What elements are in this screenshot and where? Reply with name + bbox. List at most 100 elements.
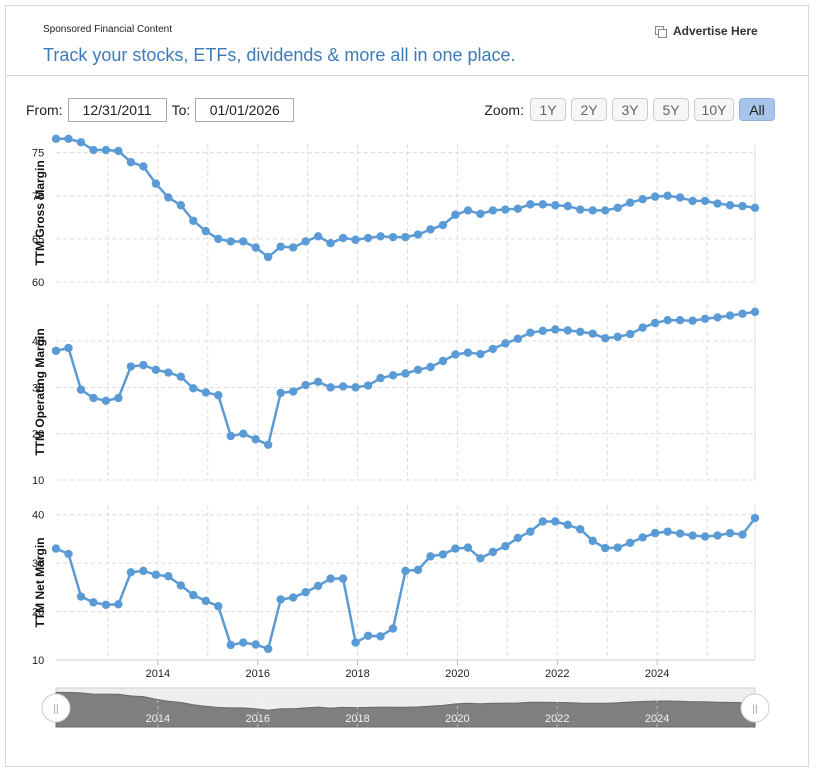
data-point xyxy=(725,201,735,210)
data-point xyxy=(426,552,435,561)
y-tick-label: 70 xyxy=(32,191,44,203)
data-point xyxy=(338,574,348,583)
navigator-right-handle[interactable]: || xyxy=(740,693,770,723)
data-point xyxy=(401,566,410,576)
navigator-left-handle[interactable]: || xyxy=(41,693,71,723)
from-date-input[interactable]: 12/31/2011 xyxy=(67,98,167,122)
data-point xyxy=(239,638,248,647)
data-point xyxy=(601,334,610,343)
data-point xyxy=(713,199,722,208)
data-point xyxy=(176,372,186,381)
data-point xyxy=(401,369,410,378)
data-point xyxy=(738,530,747,539)
data-point xyxy=(688,196,697,206)
data-point xyxy=(650,192,660,201)
zoom-2y-button[interactable]: 2Y xyxy=(571,98,607,121)
data-point xyxy=(388,624,398,633)
sponsored-label: Sponsored Financial Content xyxy=(43,24,172,35)
sponsored-banner[interactable]: Sponsored Financial Content Advertise He… xyxy=(5,5,809,76)
zoom-1y-button[interactable]: 1Y xyxy=(530,98,566,121)
data-point xyxy=(89,145,98,155)
data-point xyxy=(426,225,435,234)
x-tick-label: 2024 xyxy=(645,668,669,680)
zoom-3y-button[interactable]: 3Y xyxy=(612,98,648,121)
zoom-10y-button[interactable]: 10Y xyxy=(694,98,734,121)
data-point xyxy=(301,587,310,597)
data-point xyxy=(164,193,173,202)
handle-knob xyxy=(41,693,71,723)
y-axis-label: TTM Gross Margin xyxy=(33,160,47,265)
data-point xyxy=(588,329,597,338)
advertise-link[interactable]: Advertise Here xyxy=(655,24,758,38)
data-point xyxy=(388,371,398,380)
zoom-label: Zoom: xyxy=(484,101,524,118)
data-point xyxy=(226,640,235,650)
data-point xyxy=(613,332,622,342)
to-label: To: xyxy=(171,102,191,118)
data-point xyxy=(700,196,710,206)
data-point xyxy=(725,528,735,538)
data-point xyxy=(613,543,622,552)
data-point xyxy=(738,309,747,318)
data-point xyxy=(276,388,285,398)
data-point xyxy=(263,252,273,262)
data-point xyxy=(176,581,186,590)
data-point xyxy=(164,572,173,581)
zoom-all-button[interactable]: All xyxy=(739,98,775,121)
widget-frame xyxy=(5,5,809,767)
advertise-label[interactable]: Advertise Here xyxy=(673,24,758,38)
data-point xyxy=(488,206,498,215)
data-point xyxy=(126,568,136,577)
data-point xyxy=(538,326,548,336)
data-point xyxy=(551,201,560,210)
y-tick-label: 75 xyxy=(32,148,44,160)
data-point xyxy=(438,220,448,230)
data-point xyxy=(101,600,111,609)
data-point xyxy=(189,384,198,393)
data-point xyxy=(551,325,560,334)
data-point xyxy=(251,243,260,252)
zoom-5y-button[interactable]: 5Y xyxy=(653,98,689,121)
data-point xyxy=(713,313,722,322)
data-point xyxy=(313,581,323,591)
data-point xyxy=(326,574,335,583)
data-point xyxy=(114,393,123,403)
data-point xyxy=(151,179,161,188)
data-point xyxy=(164,368,173,377)
y-tick-label: 10 xyxy=(32,475,44,487)
sponsored-headline[interactable]: Track your stocks, ETFs, dividends & mor… xyxy=(43,45,516,65)
data-point xyxy=(251,435,260,444)
data-point xyxy=(576,205,585,214)
to-date-input[interactable]: 01/01/2026 xyxy=(195,98,295,122)
x-tick-label: 2018 xyxy=(345,668,369,680)
data-point xyxy=(588,536,597,546)
data-point xyxy=(613,203,622,213)
data-point xyxy=(463,206,473,215)
data-point xyxy=(151,570,161,579)
x-tick-label: 2014 xyxy=(146,668,170,680)
data-point xyxy=(513,334,523,343)
y-tick-label: 20 xyxy=(32,429,44,441)
x-tick-label: 2022 xyxy=(545,668,569,680)
data-point xyxy=(713,531,722,540)
data-point xyxy=(663,191,672,200)
data-point xyxy=(363,233,373,243)
navigator-tick-label: 2022 xyxy=(545,713,569,725)
data-point xyxy=(675,316,685,325)
navigator[interactable]: 2014 2016 2018 2020 2022 2024 || || xyxy=(41,687,770,728)
data-point xyxy=(76,592,86,601)
data-point xyxy=(263,644,273,654)
data-point xyxy=(301,237,310,246)
from-label: From: xyxy=(26,102,63,118)
data-point xyxy=(563,520,572,530)
data-point xyxy=(563,201,572,211)
data-point xyxy=(451,350,460,359)
data-point xyxy=(201,596,210,606)
data-point xyxy=(625,329,635,339)
data-point xyxy=(725,311,735,320)
data-point xyxy=(376,632,385,641)
y-tick-label: 65 xyxy=(32,234,44,246)
